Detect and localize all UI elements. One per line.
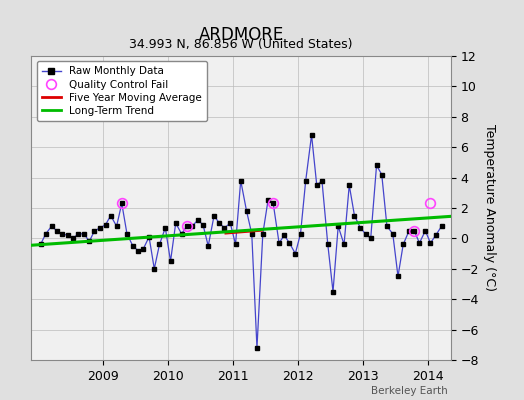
Text: Berkeley Earth: Berkeley Earth	[372, 386, 448, 396]
Text: ARDMORE: ARDMORE	[199, 26, 283, 44]
Y-axis label: Temperature Anomaly (°C): Temperature Anomaly (°C)	[483, 124, 496, 292]
Text: 34.993 N, 86.856 W (United States): 34.993 N, 86.856 W (United States)	[129, 38, 353, 51]
Legend: Raw Monthly Data, Quality Control Fail, Five Year Moving Average, Long-Term Tren: Raw Monthly Data, Quality Control Fail, …	[37, 61, 207, 121]
